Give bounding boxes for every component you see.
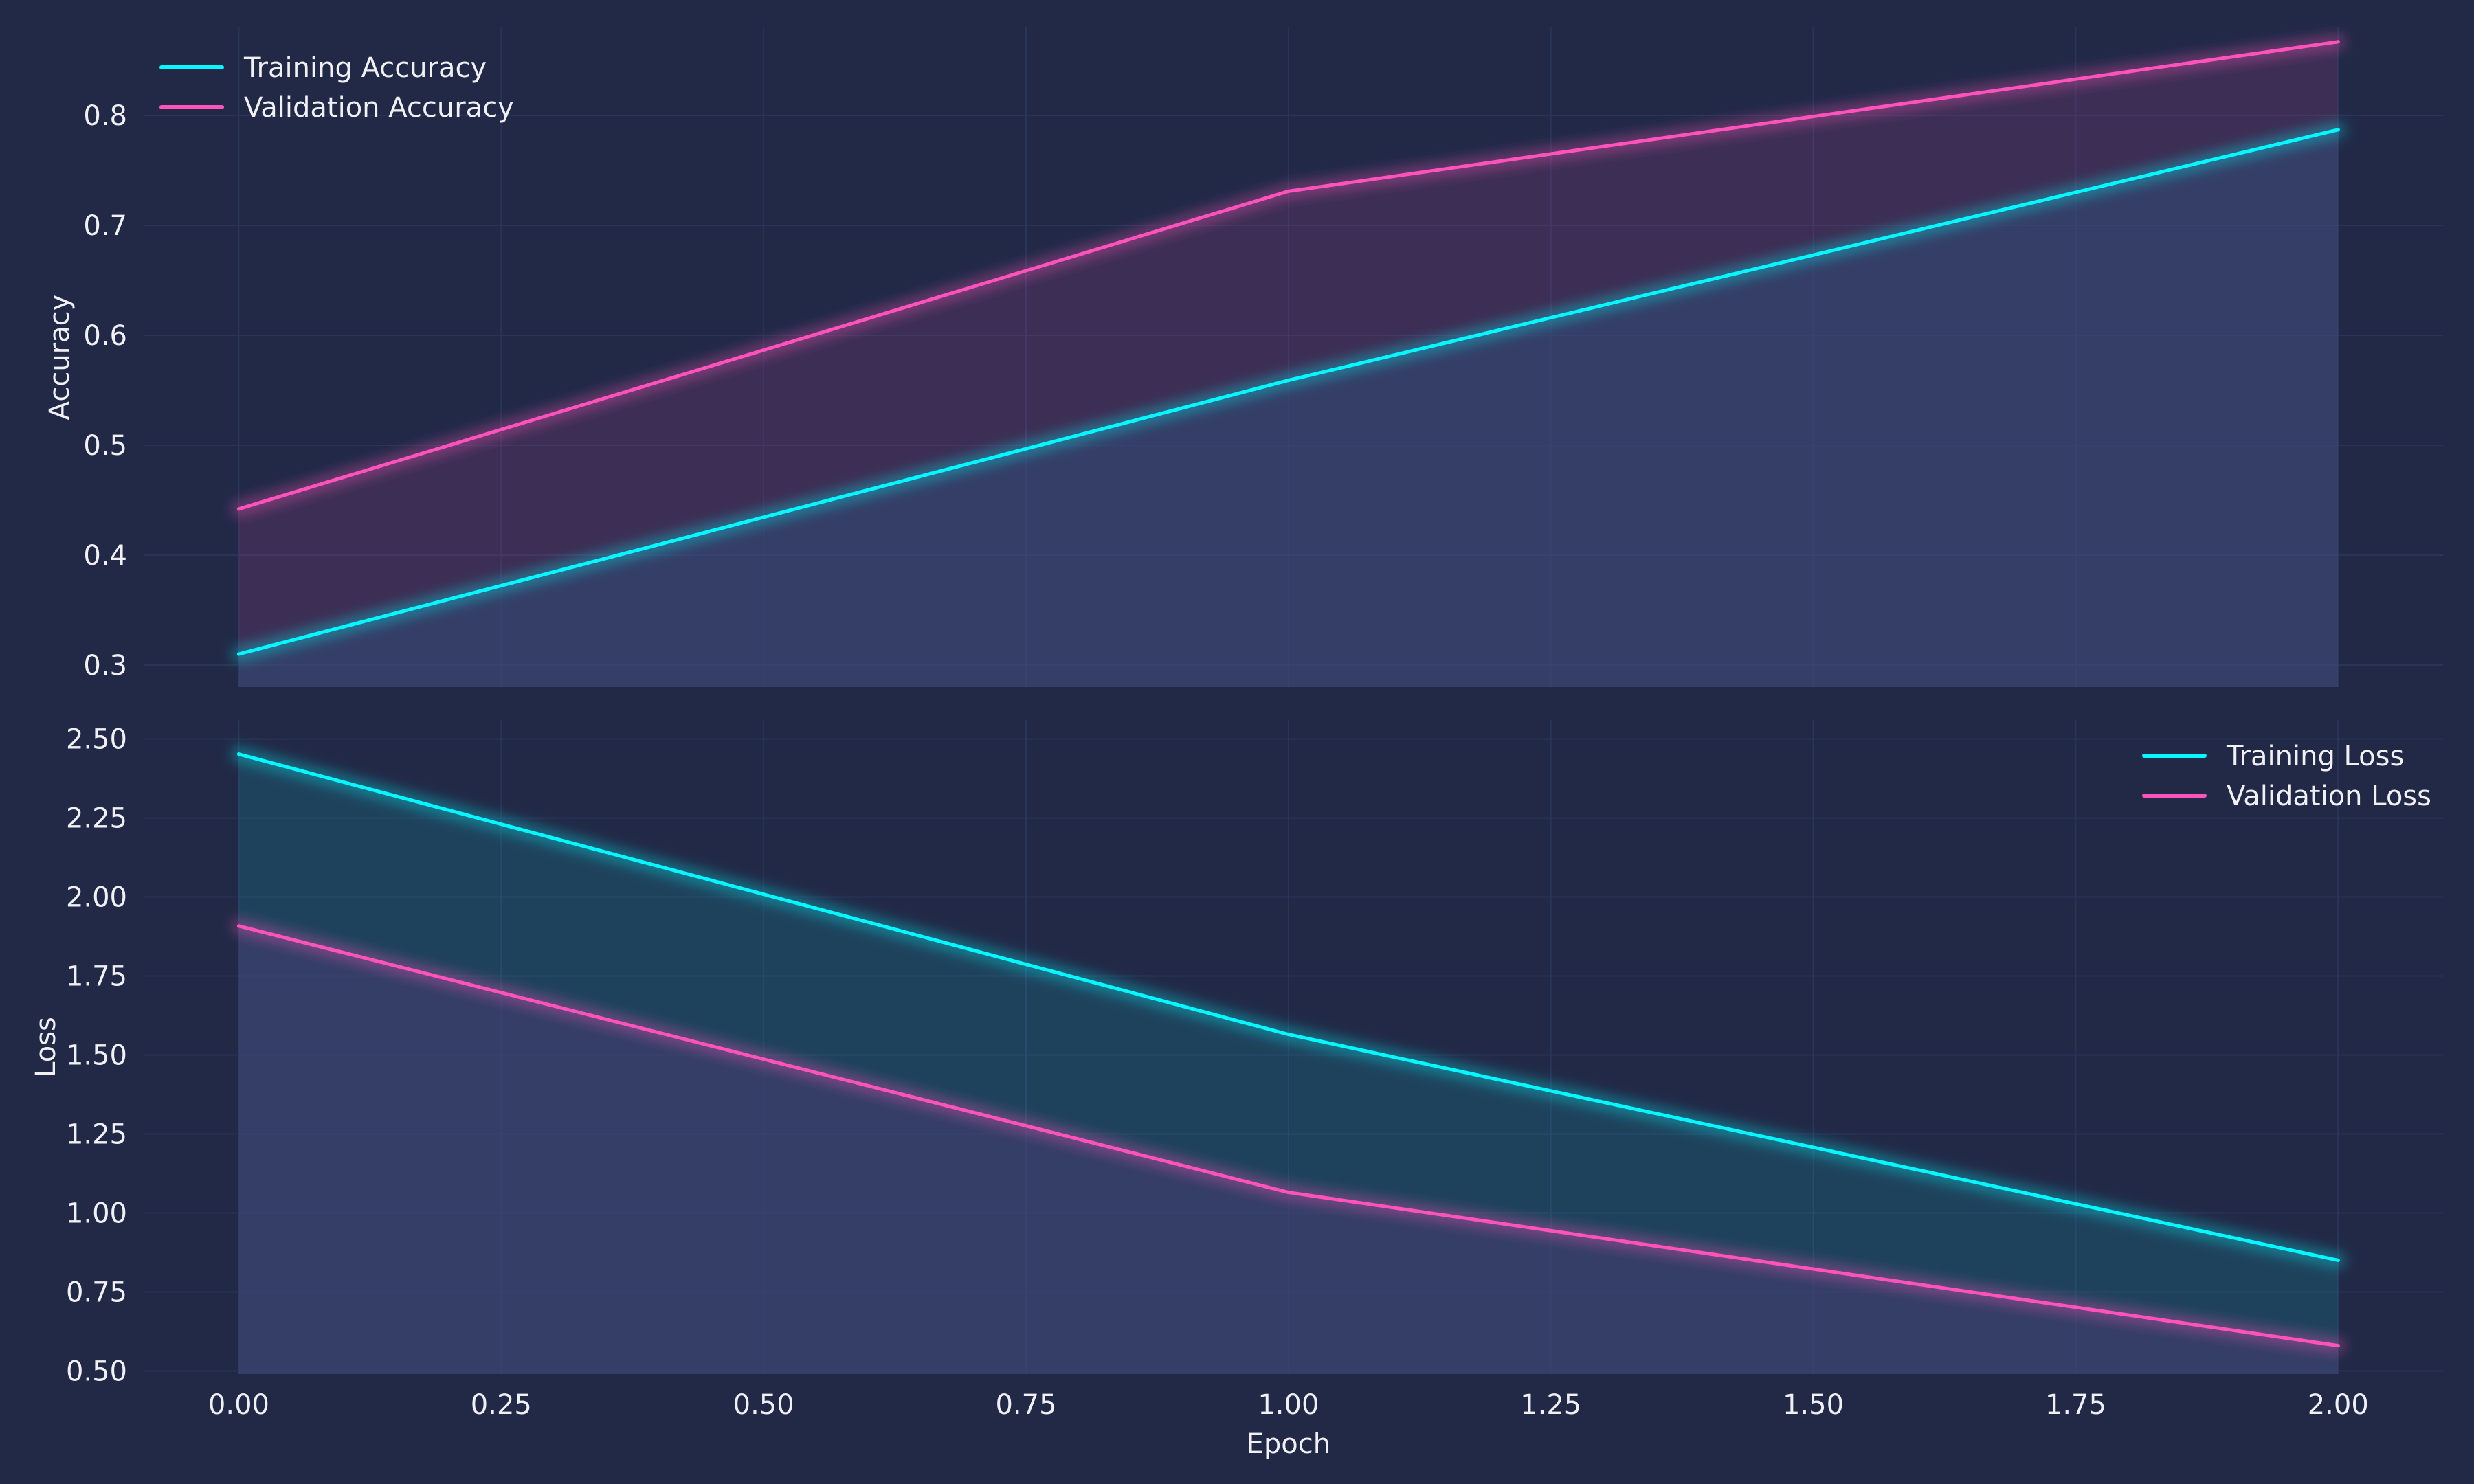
y-tick-label: 0.75 [66, 1277, 127, 1308]
training-accuracy-point [2336, 128, 2340, 132]
validation-loss-point [2336, 1344, 2340, 1348]
legend: Training Accuracy Validation Accuracy [159, 52, 514, 124]
y-tick-label: 0.3 [83, 650, 127, 682]
validation-accuracy-point [2336, 40, 2340, 44]
x-tick-label: 0.25 [471, 1389, 532, 1421]
training-accuracy-point [1286, 379, 1291, 383]
legend-label: Training Loss [2226, 741, 2404, 772]
x-tick-label: 0.50 [733, 1389, 794, 1421]
loss-panel: 0.50 0.75 1.00 1.25 1.50 1.75 2.00 2.25 2.50 0.00… [30, 720, 2443, 1460]
training-loss-point [236, 752, 241, 756]
x-tick-label: 1.50 [1783, 1389, 1844, 1421]
y-tick-label: 2.00 [66, 882, 127, 914]
y-tick-label: 2.25 [66, 803, 127, 835]
y-tick-label: 0.4 [83, 540, 127, 572]
x-tick-label: 0.75 [995, 1389, 1056, 1421]
y-tick-label: 1.50 [66, 1039, 127, 1071]
legend-label: Validation Loss [2227, 780, 2431, 812]
legend-label: Validation Accuracy [244, 92, 514, 124]
training-loss-point [2336, 1258, 2340, 1262]
x-tick-label: 1.00 [1258, 1389, 1319, 1421]
training-accuracy-point [236, 652, 241, 656]
accuracy-panel: 0.3 0.4 0.5 0.6 0.7 0.8 Accuracy Training Accur… [44, 27, 2443, 688]
y-tick-label: 0.5 [83, 430, 127, 462]
validation-loss-point [1286, 1191, 1291, 1195]
legend: Training Loss Validation Loss [2142, 741, 2431, 812]
area-under-validation-loss [238, 925, 2339, 1374]
y-axis-label: Loss [30, 1017, 62, 1077]
x-tick-label: 1.75 [2045, 1389, 2106, 1421]
training-loss-point [1286, 1033, 1291, 1037]
y-axis-label: Accuracy [44, 295, 76, 420]
legend-label: Training Accuracy [243, 52, 487, 84]
y-tick-label: 1.75 [66, 961, 127, 993]
validation-accuracy-point [1286, 189, 1291, 193]
y-tick-label: 0.8 [83, 100, 127, 132]
y-tick-label: 0.6 [83, 320, 127, 352]
y-tick-label: 1.25 [66, 1118, 127, 1150]
area-under-training-accuracy [238, 129, 2339, 688]
y-tick-label: 2.50 [66, 724, 127, 756]
validation-accuracy-point [236, 507, 241, 511]
y-tick-label: 0.7 [83, 210, 127, 242]
area-between-series [238, 41, 2339, 655]
x-tick-label: 2.00 [2308, 1389, 2369, 1421]
x-tick-label: 1.25 [1520, 1389, 1581, 1421]
y-tick-label: 1.00 [66, 1198, 127, 1229]
y-tick-label: 0.50 [66, 1356, 127, 1387]
x-tick-label: 0.00 [208, 1389, 269, 1421]
validation-loss-point [236, 924, 241, 928]
x-axis-label: Epoch [1247, 1428, 1330, 1460]
